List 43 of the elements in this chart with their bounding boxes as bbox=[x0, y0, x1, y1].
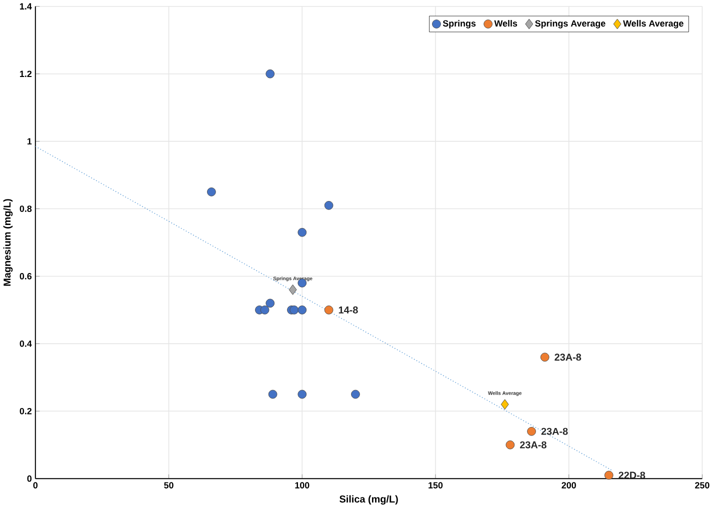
y-tick-label: 0.6 bbox=[20, 273, 32, 280]
y-tick-label: 0 bbox=[27, 475, 32, 482]
point bbox=[260, 306, 270, 314]
point bbox=[324, 306, 334, 314]
annotation: 14-8 bbox=[338, 306, 358, 314]
point bbox=[207, 188, 216, 196]
y-tick-label: 1.2 bbox=[20, 70, 32, 78]
point bbox=[290, 306, 299, 314]
annotation: 23A-8 bbox=[541, 428, 568, 435]
y-tick-label: 0.4 bbox=[20, 340, 32, 347]
annotation: 23A-8 bbox=[520, 441, 546, 448]
x-tick-label: 200 bbox=[562, 482, 576, 488]
legend-label: Wells Average bbox=[623, 20, 684, 28]
point bbox=[266, 69, 275, 78]
point bbox=[527, 426, 536, 436]
point bbox=[506, 440, 515, 450]
x-tick-label: 50 bbox=[164, 482, 174, 488]
point bbox=[288, 284, 297, 295]
point bbox=[298, 228, 307, 237]
point bbox=[268, 390, 278, 399]
point bbox=[540, 352, 550, 362]
point bbox=[604, 470, 614, 480]
point bbox=[266, 298, 275, 308]
y-tick-label: 0.8 bbox=[20, 206, 32, 212]
y-tick-label: 1.4 bbox=[20, 3, 32, 10]
point bbox=[324, 201, 334, 210]
point bbox=[351, 390, 360, 399]
legend-label: Springs Average bbox=[535, 20, 606, 28]
annotation: 23A-8 bbox=[554, 354, 582, 361]
x-tick-label: 100 bbox=[295, 482, 310, 488]
x-tick-label: 150 bbox=[428, 482, 443, 488]
annotation: 22D-8 bbox=[618, 472, 646, 479]
x-tick-label: 250 bbox=[695, 482, 710, 488]
legend-label: Wells bbox=[494, 20, 518, 27]
y-tick-label: 0.2 bbox=[20, 408, 32, 414]
x-tick-label: 0 bbox=[33, 482, 38, 488]
point bbox=[298, 390, 307, 399]
y-tick-label: 1 bbox=[27, 138, 32, 144]
legend-label: Springs bbox=[442, 20, 476, 28]
point bbox=[298, 306, 307, 314]
point bbox=[500, 399, 509, 410]
y-axis-title: Magnesium (mg/L) bbox=[3, 199, 13, 286]
x-axis-title: Silica (mg/L) bbox=[340, 495, 398, 505]
